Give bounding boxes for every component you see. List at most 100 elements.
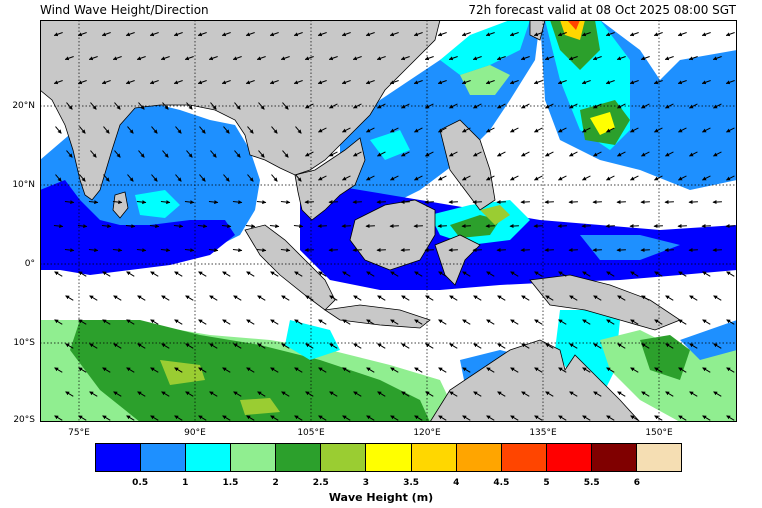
wind-arrow bbox=[438, 415, 447, 421]
wind-arrow bbox=[726, 175, 735, 181]
wind-arrow bbox=[425, 343, 434, 349]
wind-arrow bbox=[592, 56, 602, 61]
wind-arrow bbox=[640, 56, 650, 61]
land bbox=[40, 20, 681, 422]
wind-arrow bbox=[534, 319, 543, 325]
wind-arrow bbox=[112, 248, 123, 253]
colorbar-segment bbox=[231, 444, 277, 471]
colorbar-tick-label: 4 bbox=[453, 478, 460, 488]
wind-arrow bbox=[89, 295, 98, 301]
wind-arrow bbox=[558, 127, 567, 133]
wind-arrow bbox=[390, 367, 399, 373]
wind-direction-arrows bbox=[53, 32, 735, 421]
wind-arrow bbox=[713, 295, 722, 301]
wind-arrow bbox=[160, 200, 171, 205]
wind-arrow bbox=[185, 391, 194, 397]
wind-arrow bbox=[232, 248, 243, 253]
wind-arrow bbox=[438, 127, 447, 133]
wind-arrow bbox=[678, 415, 687, 421]
wind-arrow bbox=[103, 126, 110, 134]
wind-arrow bbox=[486, 127, 495, 133]
wind-arrow bbox=[77, 80, 87, 85]
wind-arrow bbox=[125, 224, 136, 229]
colorbar-tick-label: 4.5 bbox=[493, 478, 510, 488]
wind-arrow bbox=[185, 295, 194, 301]
wind-arrow bbox=[617, 295, 626, 301]
wind-arrow bbox=[64, 248, 75, 253]
wind-arrow bbox=[413, 80, 423, 85]
wind-arrow bbox=[137, 295, 146, 301]
wind-arrow bbox=[150, 367, 159, 373]
wind-arrow bbox=[294, 319, 303, 325]
wind-arrow bbox=[377, 151, 386, 157]
wind-arrow bbox=[617, 103, 626, 109]
wind-arrow bbox=[510, 319, 519, 325]
wind-arrow bbox=[162, 150, 169, 158]
wind-arrow bbox=[175, 174, 182, 182]
wind-arrow bbox=[174, 367, 183, 373]
wind-arrow bbox=[342, 319, 351, 325]
wave-height-map bbox=[40, 20, 737, 422]
wind-arrow bbox=[184, 248, 195, 253]
wind-arrow bbox=[342, 367, 351, 373]
wind-arrow bbox=[377, 103, 386, 109]
wind-arrow bbox=[256, 200, 267, 205]
wind-arrow bbox=[88, 56, 98, 61]
wind-arrow bbox=[280, 248, 291, 253]
wind-arrow bbox=[630, 127, 639, 133]
wind-arrow bbox=[341, 32, 351, 37]
wind-arrow bbox=[210, 150, 217, 158]
wind-arrow bbox=[88, 248, 99, 253]
wind-arrow bbox=[438, 367, 447, 373]
wind-arrow bbox=[136, 200, 147, 205]
wind-arrow bbox=[486, 367, 495, 373]
wind-arrow bbox=[199, 126, 206, 134]
wind-arrow bbox=[184, 200, 195, 205]
wind-arrow bbox=[568, 56, 578, 61]
wind-arrow bbox=[246, 271, 255, 277]
wind-arrow bbox=[497, 343, 506, 349]
wind-arrow bbox=[186, 102, 193, 110]
wind-arrow bbox=[630, 271, 639, 277]
wind-arrow bbox=[569, 151, 578, 157]
wind-arrow bbox=[294, 415, 303, 421]
wind-arrow bbox=[365, 32, 375, 37]
wind-arrow bbox=[318, 175, 327, 181]
wind-arrow bbox=[66, 102, 73, 110]
wind-arrow bbox=[593, 295, 602, 301]
wind-arrow bbox=[449, 391, 458, 397]
wind-arrow bbox=[617, 151, 626, 157]
wind-arrow bbox=[377, 343, 386, 349]
wind-arrow bbox=[725, 32, 735, 37]
wind-arrow bbox=[53, 32, 63, 37]
wind-arrow bbox=[234, 102, 241, 110]
wind-arrow bbox=[114, 150, 121, 158]
wind-arrow bbox=[510, 367, 519, 373]
colorbar-title: Wave Height (m) bbox=[328, 491, 434, 504]
wind-arrow bbox=[534, 175, 543, 181]
wind-arrow bbox=[197, 32, 207, 37]
wind-arrow bbox=[616, 56, 626, 61]
wind-arrow bbox=[629, 80, 639, 85]
wind-arrow bbox=[438, 175, 447, 181]
colorbar-tick-label: 5.5 bbox=[583, 478, 600, 488]
lon-label-75e: 75°E bbox=[68, 428, 90, 438]
wind-arrow bbox=[257, 295, 266, 301]
wind-arrow bbox=[641, 391, 650, 397]
wind-arrow bbox=[449, 151, 458, 157]
wind-arrow bbox=[114, 102, 121, 110]
wind-arrow bbox=[390, 319, 399, 325]
wind-arrow bbox=[77, 32, 87, 37]
wind-arrow bbox=[510, 271, 519, 277]
wind-arrow bbox=[593, 103, 602, 109]
wind-arrow bbox=[65, 343, 74, 349]
wind-arrow bbox=[545, 151, 554, 157]
wind-arrow bbox=[317, 32, 327, 37]
wind-arrow bbox=[414, 175, 423, 181]
wind-arrow bbox=[113, 391, 122, 397]
wind-arrow bbox=[509, 32, 519, 37]
wind-arrow bbox=[582, 367, 591, 373]
wind-arrow bbox=[558, 319, 567, 325]
wind-arrow bbox=[630, 367, 639, 373]
wind-arrow bbox=[271, 174, 278, 182]
